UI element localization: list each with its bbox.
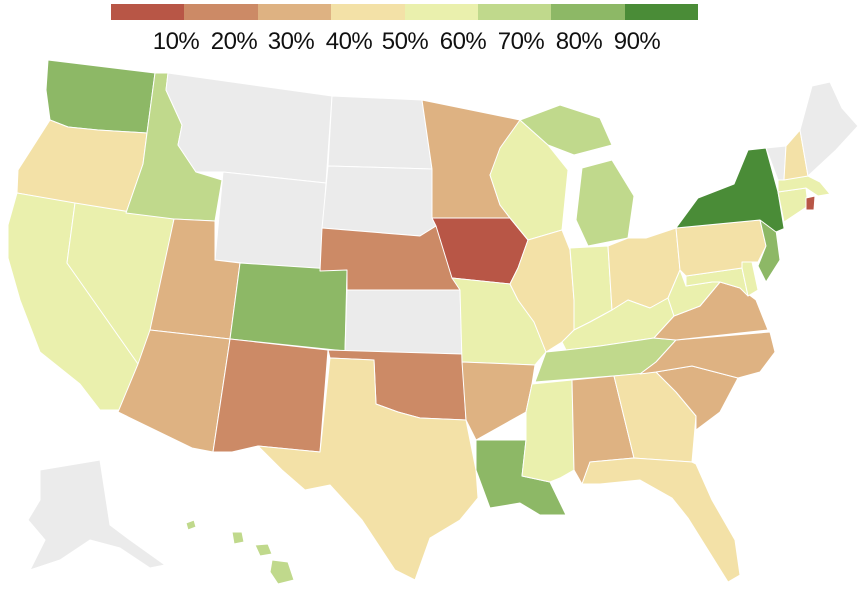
legend-tick-80: 80% xyxy=(555,28,603,55)
state-hawaii[interactable] xyxy=(185,519,295,585)
legend-tick-60: 60% xyxy=(439,28,487,55)
map-legend: 10% 20% 30% 40% 50% 60% 70% 80% 90% xyxy=(111,4,698,56)
legend-color-scale xyxy=(111,4,698,20)
legend-tick-50: 50% xyxy=(381,28,429,55)
legend-swatch-bin-7 xyxy=(624,4,698,20)
legend-tick-90: 90% xyxy=(613,28,661,55)
state-illinois[interactable] xyxy=(509,229,575,353)
state-north-dakota[interactable] xyxy=(327,95,433,170)
state-maine[interactable] xyxy=(799,81,858,177)
legend-tick-30: 30% xyxy=(267,28,315,55)
state-texas[interactable] xyxy=(257,357,479,581)
state-washington[interactable] xyxy=(45,59,156,134)
state-rhode-island[interactable] xyxy=(805,195,816,211)
state-connecticut[interactable] xyxy=(777,187,809,223)
state-north-carolina[interactable] xyxy=(639,331,776,379)
legend-swatch-bin-5 xyxy=(477,4,552,20)
legend-tick-70: 70% xyxy=(497,28,545,55)
legend-swatch-bin-4 xyxy=(404,4,478,20)
legend-tick-20: 20% xyxy=(210,28,258,55)
us-choropleth-map xyxy=(7,59,858,585)
legend-tick-labels: 10% 20% 30% 40% 50% 60% 70% 80% 90% xyxy=(111,28,698,56)
legend-swatch-bin-0 xyxy=(111,4,185,20)
state-new-mexico[interactable] xyxy=(212,338,329,453)
legend-swatch-bin-3 xyxy=(331,4,405,20)
state-south-dakota[interactable] xyxy=(321,165,437,237)
state-massachusetts[interactable] xyxy=(777,175,831,197)
state-colorado[interactable] xyxy=(229,262,348,352)
legend-swatch-bin-6 xyxy=(551,4,625,20)
legend-tick-10: 10% xyxy=(152,28,200,55)
state-alaska[interactable] xyxy=(27,459,166,571)
legend-tick-40: 40% xyxy=(325,28,373,55)
legend-swatch-bin-2 xyxy=(257,4,332,20)
state-kansas[interactable] xyxy=(344,289,463,355)
state-arkansas[interactable] xyxy=(461,361,536,441)
state-florida[interactable] xyxy=(581,457,741,583)
legend-swatch-bin-1 xyxy=(184,4,258,20)
state-wyoming[interactable] xyxy=(214,171,327,272)
state-mississippi[interactable] xyxy=(521,379,575,483)
